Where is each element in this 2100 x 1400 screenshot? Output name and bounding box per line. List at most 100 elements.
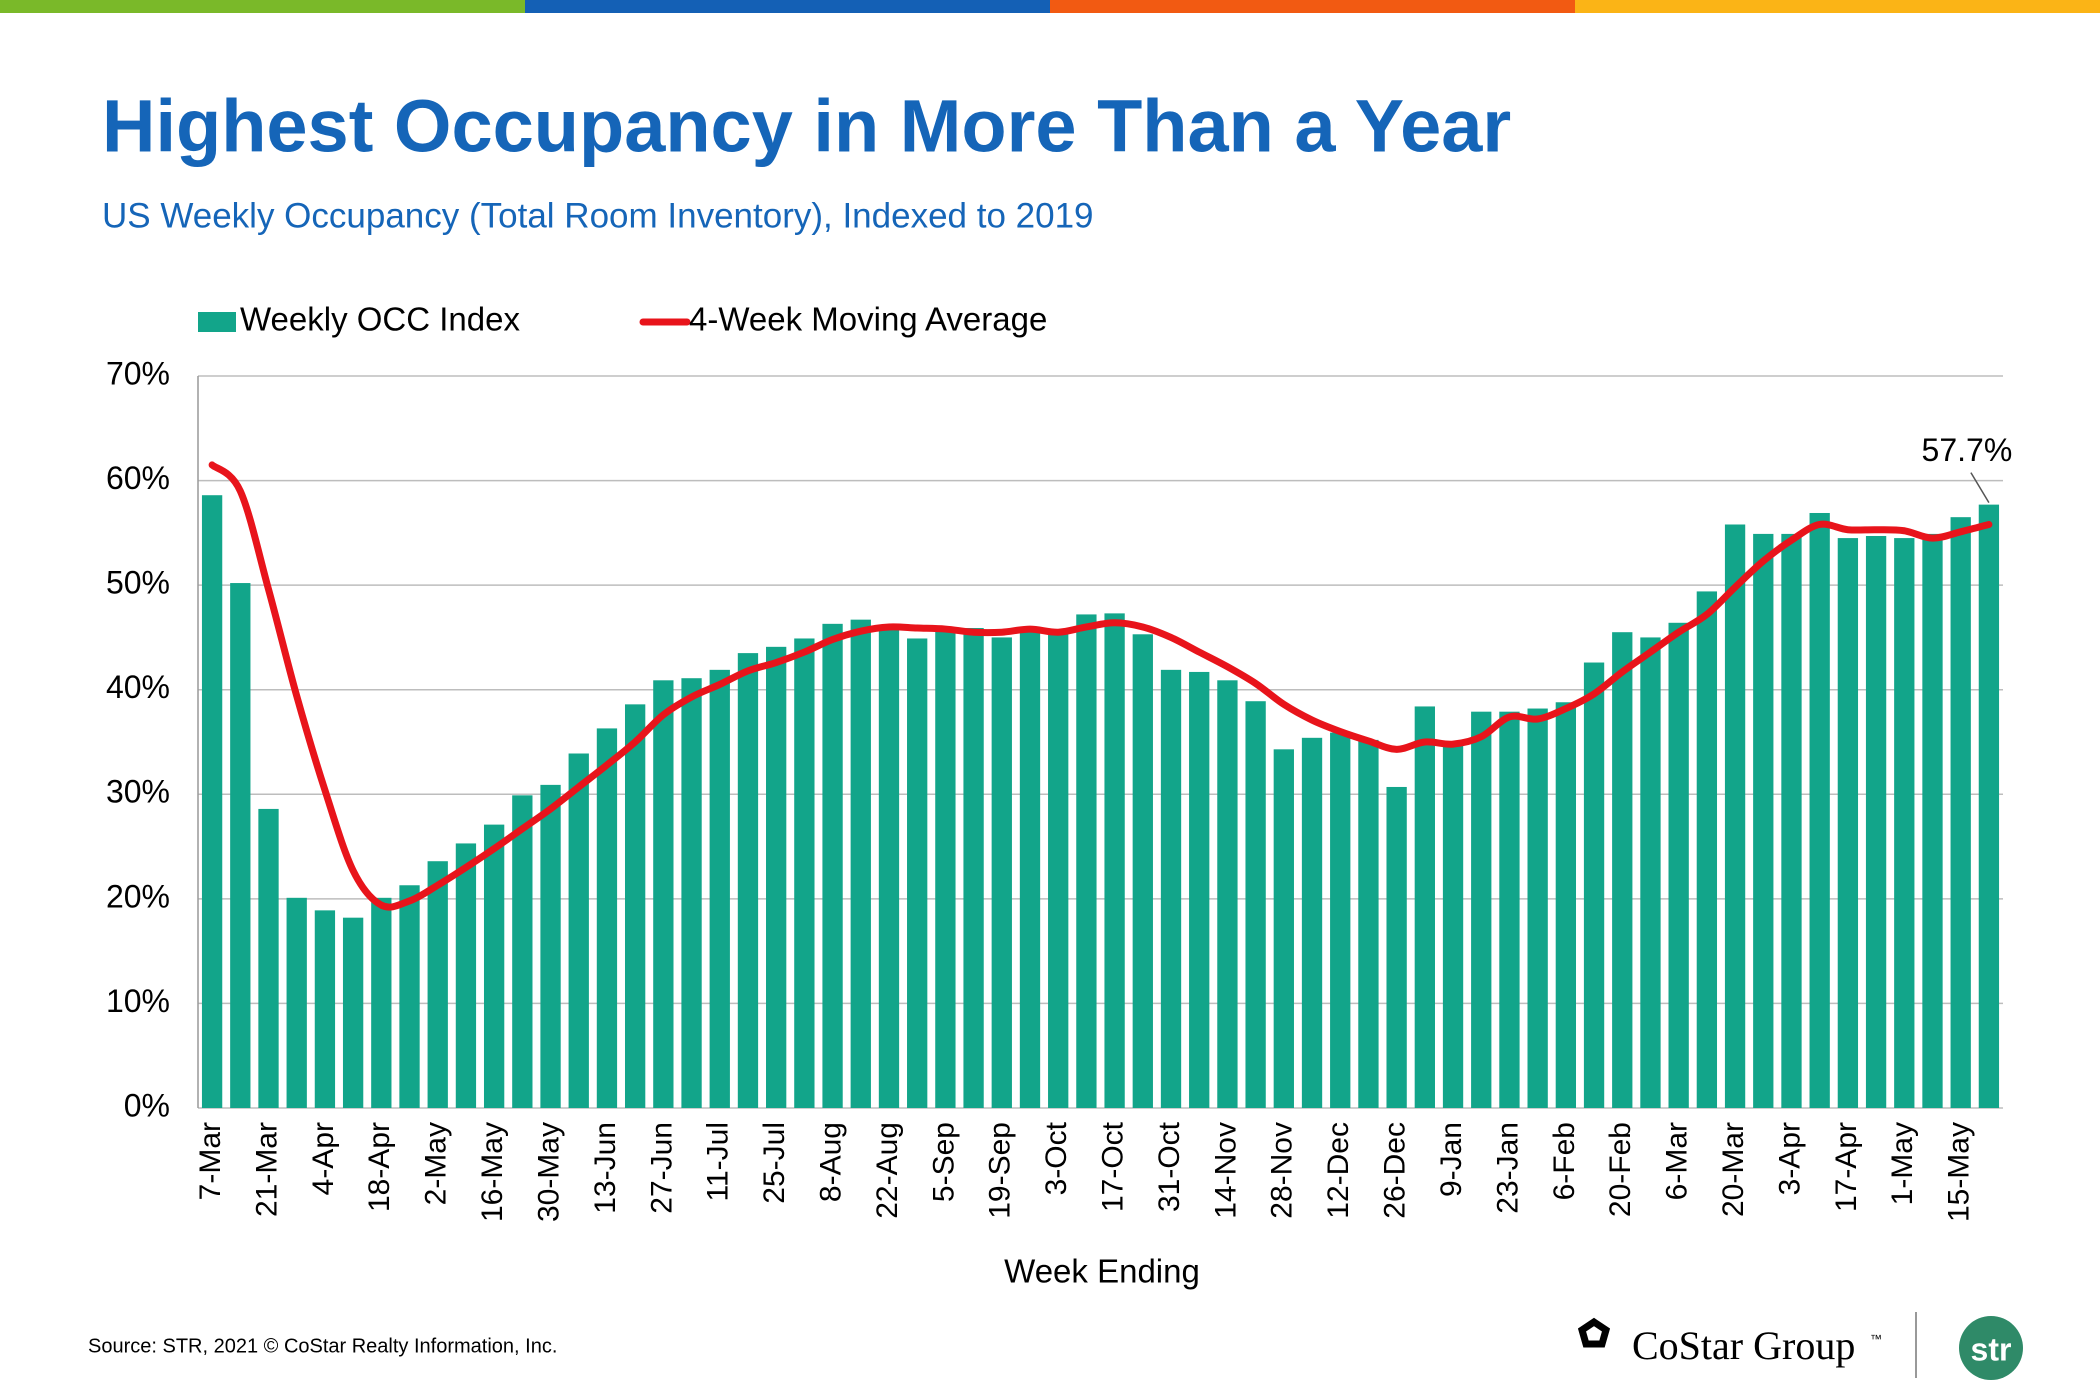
bar: [653, 680, 674, 1108]
bar: [935, 629, 956, 1108]
bar: [1950, 517, 1971, 1108]
bar: [1245, 701, 1266, 1108]
bar: [991, 637, 1012, 1108]
y-tick-label: 0%: [124, 1087, 170, 1123]
x-tick-label: 26-Dec: [1379, 1122, 1412, 1219]
bar: [1640, 637, 1661, 1108]
x-tick-label: 8-Aug: [814, 1122, 847, 1202]
bar: [342, 917, 364, 1108]
source-note: Source: STR, 2021 © CoStar Realty Inform…: [88, 1335, 557, 1357]
bar: [1076, 614, 1097, 1108]
bar: [624, 704, 646, 1108]
x-tick-label: 3-Oct: [1040, 1121, 1073, 1195]
bar: [794, 638, 815, 1108]
bar: [1442, 743, 1464, 1108]
bar: [963, 628, 984, 1108]
x-tick-label: 13-Jun: [589, 1122, 622, 1214]
bar: [1217, 680, 1238, 1108]
bar: [1019, 631, 1041, 1108]
bar: [399, 885, 420, 1108]
x-tick-label: 1-May: [1886, 1122, 1919, 1205]
costar-logo: CoStar Group ™ str: [1577, 1312, 2023, 1380]
bar: [681, 678, 702, 1108]
bar: [1358, 739, 1379, 1108]
x-tick-label: 27-Jun: [645, 1122, 678, 1214]
moving-average-line: [208, 461, 1993, 911]
chart-subtitle: US Weekly Occupancy (Total Room Inventor…: [102, 196, 1094, 235]
bar: [371, 897, 392, 1108]
bar: [1781, 533, 1802, 1108]
x-tick-label: 6-Mar: [1661, 1122, 1694, 1200]
bar: [737, 653, 759, 1108]
bar: [1894, 538, 1915, 1108]
y-tick-label: 10%: [106, 983, 170, 1019]
x-tick-label: 25-Jul: [758, 1122, 791, 1204]
chart-title: Highest Occupancy in More Than a Year: [102, 85, 1511, 168]
bar: [1386, 786, 1407, 1108]
legend-label: 4-Week Moving Average: [689, 301, 1047, 338]
bar: [1837, 538, 1859, 1108]
y-tick-label: 70%: [106, 355, 170, 391]
x-tick-label: 2-May: [420, 1122, 453, 1205]
bar: [1414, 706, 1435, 1108]
bar: [1978, 504, 2000, 1108]
bar: [258, 808, 279, 1108]
bar: [850, 619, 871, 1108]
bar: [1132, 634, 1153, 1108]
bar: [1555, 702, 1577, 1108]
str-badge: [1959, 1316, 2023, 1380]
bar: [1696, 591, 1718, 1108]
bar: [1273, 749, 1294, 1108]
bar: [1104, 613, 1125, 1108]
legend-swatch: [198, 312, 236, 332]
x-axis-title: Week Ending: [1004, 1253, 1200, 1290]
bar: [1160, 669, 1182, 1108]
bar: [1724, 524, 1746, 1108]
bar: [512, 795, 533, 1108]
bar: [1330, 732, 1351, 1108]
logo-tm: ™: [1870, 1332, 1882, 1346]
bar: [1865, 535, 1887, 1108]
bar: [314, 910, 336, 1108]
bar: [540, 784, 561, 1108]
y-tick-label: 60%: [106, 460, 170, 496]
x-tick-label: 12-Dec: [1322, 1122, 1355, 1219]
bar: [1668, 622, 1689, 1108]
bar: [1189, 671, 1210, 1108]
x-tick-label: 3-Apr: [1773, 1122, 1806, 1195]
x-tick-label: 22-Aug: [871, 1122, 904, 1219]
bar: [907, 638, 928, 1108]
x-tick-label: 15-May: [1943, 1122, 1976, 1222]
x-tick-label: 28-Nov: [1266, 1122, 1299, 1219]
x-tick-label: 5-Sep: [927, 1122, 960, 1202]
x-tick-label: 17-Oct: [1097, 1121, 1130, 1212]
bar: [878, 628, 900, 1108]
color-strip: [1575, 0, 2100, 13]
bar: [286, 897, 307, 1108]
bar: [201, 495, 223, 1108]
bar: [1527, 708, 1548, 1108]
bar: [455, 843, 477, 1108]
legend-label: Weekly OCC Index: [240, 301, 520, 338]
x-tick-label: 9-Jan: [1435, 1122, 1468, 1197]
y-tick-label: 30%: [106, 774, 170, 810]
bar: [427, 861, 448, 1108]
bar: [1922, 533, 1943, 1108]
color-strip: [1050, 0, 1575, 13]
bar: [766, 646, 787, 1108]
bar: [596, 728, 618, 1108]
y-tick-label: 20%: [106, 878, 170, 914]
bar: [1301, 737, 1323, 1108]
x-tick-label: 20-Feb: [1604, 1122, 1637, 1217]
x-tick-label: 7-Mar: [194, 1122, 227, 1200]
x-tick-label: 14-Nov: [1209, 1122, 1242, 1219]
bar: [1809, 512, 1830, 1108]
bar: [709, 669, 730, 1108]
color-strip: [0, 0, 525, 13]
bar: [1612, 632, 1633, 1108]
x-tick-label: 20-Mar: [1717, 1122, 1750, 1217]
x-tick-label: 31-Oct: [1153, 1121, 1186, 1212]
bar: [1048, 632, 1069, 1108]
label-leader: [1970, 472, 1990, 504]
x-tick-label: 21-Mar: [250, 1122, 283, 1217]
